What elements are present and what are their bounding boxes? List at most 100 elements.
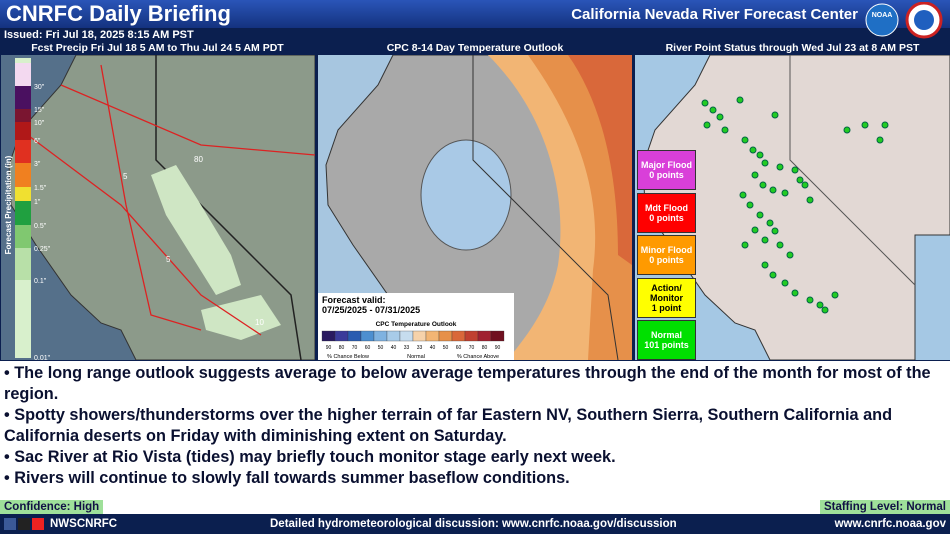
status-label: Minor Flood [640, 245, 693, 255]
river-points [701, 96, 889, 314]
legend-label: 6" [34, 138, 41, 145]
below-33 [420, 139, 512, 251]
legend-label: 0.01" [34, 355, 51, 360]
legend-tick: 50 [378, 345, 384, 351]
status-count: 0 points [649, 255, 684, 265]
legend-swatch [412, 330, 427, 342]
legend-tick: 50 [443, 345, 449, 351]
confidence: Confidence: High [0, 500, 104, 514]
nws-logo-inner [914, 10, 934, 30]
legend-tick: 40 [430, 345, 436, 351]
legend-label: 1" [34, 199, 41, 206]
river-point [741, 241, 749, 249]
valid-label: Forecast valid: [322, 295, 386, 305]
river-point [806, 196, 814, 204]
legend-tick: 70 [469, 345, 475, 351]
noaa-logo [865, 3, 899, 37]
legend-normal: Normal [407, 354, 425, 360]
river-point [761, 236, 769, 244]
legend-swatch [334, 330, 349, 342]
river-point [721, 126, 729, 134]
legend-tick: 60 [365, 345, 371, 351]
road-label: 5 [166, 255, 171, 264]
staffing-level: Staffing Level: Normal [819, 500, 950, 514]
status-label: Mdt Flood [645, 202, 688, 213]
status-count: 101 points [644, 340, 689, 350]
legend-swatch [15, 63, 31, 86]
river-point [791, 289, 799, 297]
bullet: • The long range outlook suggests averag… [4, 364, 931, 403]
status-label: Major Flood [641, 160, 692, 170]
land [642, 55, 950, 360]
road-label: 5 [123, 172, 128, 181]
river-point [701, 99, 709, 107]
x-icon[interactable] [18, 518, 30, 530]
river-point [776, 163, 784, 171]
legend-swatch [490, 330, 505, 342]
legend-swatch [438, 330, 453, 342]
legend-label: 0.5" [34, 223, 47, 230]
legend-swatch [425, 330, 440, 342]
above-50 [568, 55, 632, 265]
status-count: 0 points [649, 170, 684, 180]
river-point [786, 251, 794, 259]
river-point [843, 126, 851, 134]
legend-tick: 80 [482, 345, 488, 351]
legend-below: % Chance Below [327, 354, 369, 360]
bullet: • Sac River at Rio Vista (tides) may bri… [4, 448, 616, 466]
river-point [759, 181, 767, 189]
precip-legend: 30" 15" 10" 6" 3" 1.5" 1" 0.5" 0.25" 0.1" 0.01" [15, 58, 51, 360]
road-labels: 5 80 5 10 [123, 155, 264, 327]
status-count: 0 points [649, 212, 684, 223]
precip-area [201, 295, 281, 340]
bullet: • Rivers will continue to slowly fall to… [4, 469, 570, 487]
status-box: Major Flood 0 points [637, 150, 696, 190]
social-icons[interactable] [4, 518, 44, 530]
state-border [155, 55, 302, 360]
river-point [771, 111, 779, 119]
river-point [703, 121, 711, 129]
legend-tick: 70 [352, 345, 358, 351]
facebook-icon[interactable] [4, 518, 16, 530]
legend-above: % Chance Above [457, 354, 499, 360]
legend-label: 15" [34, 107, 45, 114]
state-border [789, 55, 916, 286]
legend-swatch [15, 187, 31, 201]
river-point [776, 241, 784, 249]
website[interactable]: www.cnrfc.noaa.gov [834, 518, 946, 530]
legend-box [318, 293, 514, 360]
legend-tick: 33 [404, 345, 410, 351]
legend-swatch [15, 163, 31, 187]
status-label: Action/ Monitor [650, 282, 683, 303]
river-point [736, 96, 744, 104]
status-box: Mdt Flood 0 points [637, 192, 696, 233]
discussion-link[interactable]: Detailed hydrometeorological discussion:… [270, 518, 677, 530]
legend-tick: 33 [417, 345, 423, 351]
legend-label: 10" [34, 120, 45, 127]
river-point [756, 151, 764, 159]
precip-area [151, 165, 241, 295]
river-point [796, 176, 804, 184]
footer: NWSCNRFC Detailed hydrometeorological di… [0, 515, 950, 534]
panel-title: River Point Status through Wed Jul 23 at… [665, 42, 920, 54]
youtube-icon[interactable] [32, 518, 44, 530]
river-point [709, 106, 717, 114]
issued-time: Issued: Fri Jul 18, 2025 8:15 AM PST [4, 29, 194, 41]
river-point [831, 291, 839, 299]
logos: NOAA [865, 2, 943, 39]
status-box: Action/ Monitor 1 point [637, 277, 696, 318]
panel-title: Fcst Precip Fri Jul 18 5 AM to Thu Jul 2… [31, 42, 284, 54]
river-point [801, 181, 809, 189]
river-point [791, 166, 799, 174]
river-point [739, 191, 747, 199]
legend-swatch [15, 225, 31, 248]
highways [20, 64, 315, 336]
legend-tick: 40 [391, 345, 397, 351]
river-point [806, 296, 814, 304]
legend-swatch [15, 140, 31, 163]
legend-label: 0.25" [34, 246, 51, 253]
legend-title: CPC Temperature Outlook [376, 321, 457, 328]
river-point [771, 227, 779, 235]
legend-swatch [477, 330, 492, 342]
